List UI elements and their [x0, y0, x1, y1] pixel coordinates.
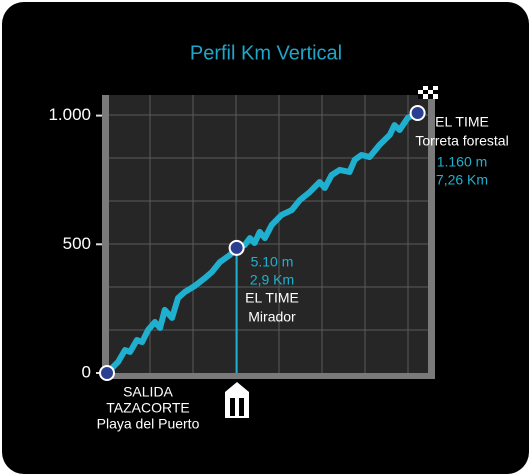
annotation: TAZACORTE — [106, 400, 190, 416]
waypoint-dot — [409, 105, 426, 122]
y-tick-label: 500 — [63, 234, 91, 253]
waypoint-dot — [99, 365, 115, 381]
finish-flag — [418, 86, 438, 99]
annotation: Mirador — [248, 309, 296, 325]
left-axis — [102, 95, 109, 379]
chart-title: Perfil Km Vertical — [190, 42, 342, 64]
annotation: EL TIME — [245, 290, 299, 306]
annotation: 7,26 Km — [436, 172, 488, 188]
annotation: Playa del Puerto — [97, 416, 200, 432]
grid — [107, 95, 430, 373]
mirador-icon — [225, 382, 249, 418]
annotation: 5.10 m — [251, 254, 294, 270]
y-tick-label: 0 — [82, 362, 91, 381]
annotation: EL TIME — [435, 114, 489, 130]
annotation: 1.160 m — [437, 154, 488, 170]
bottom-axis — [102, 373, 435, 379]
elevation-line — [104, 110, 419, 376]
annotation: Torreta forestal — [415, 133, 508, 149]
waypoint-dot — [228, 239, 245, 256]
annotation: SALIDA — [123, 384, 173, 400]
annotation: 2,9 Km — [250, 272, 294, 288]
right-axis — [428, 95, 435, 379]
y-tick-label: 1.000 — [48, 105, 91, 124]
